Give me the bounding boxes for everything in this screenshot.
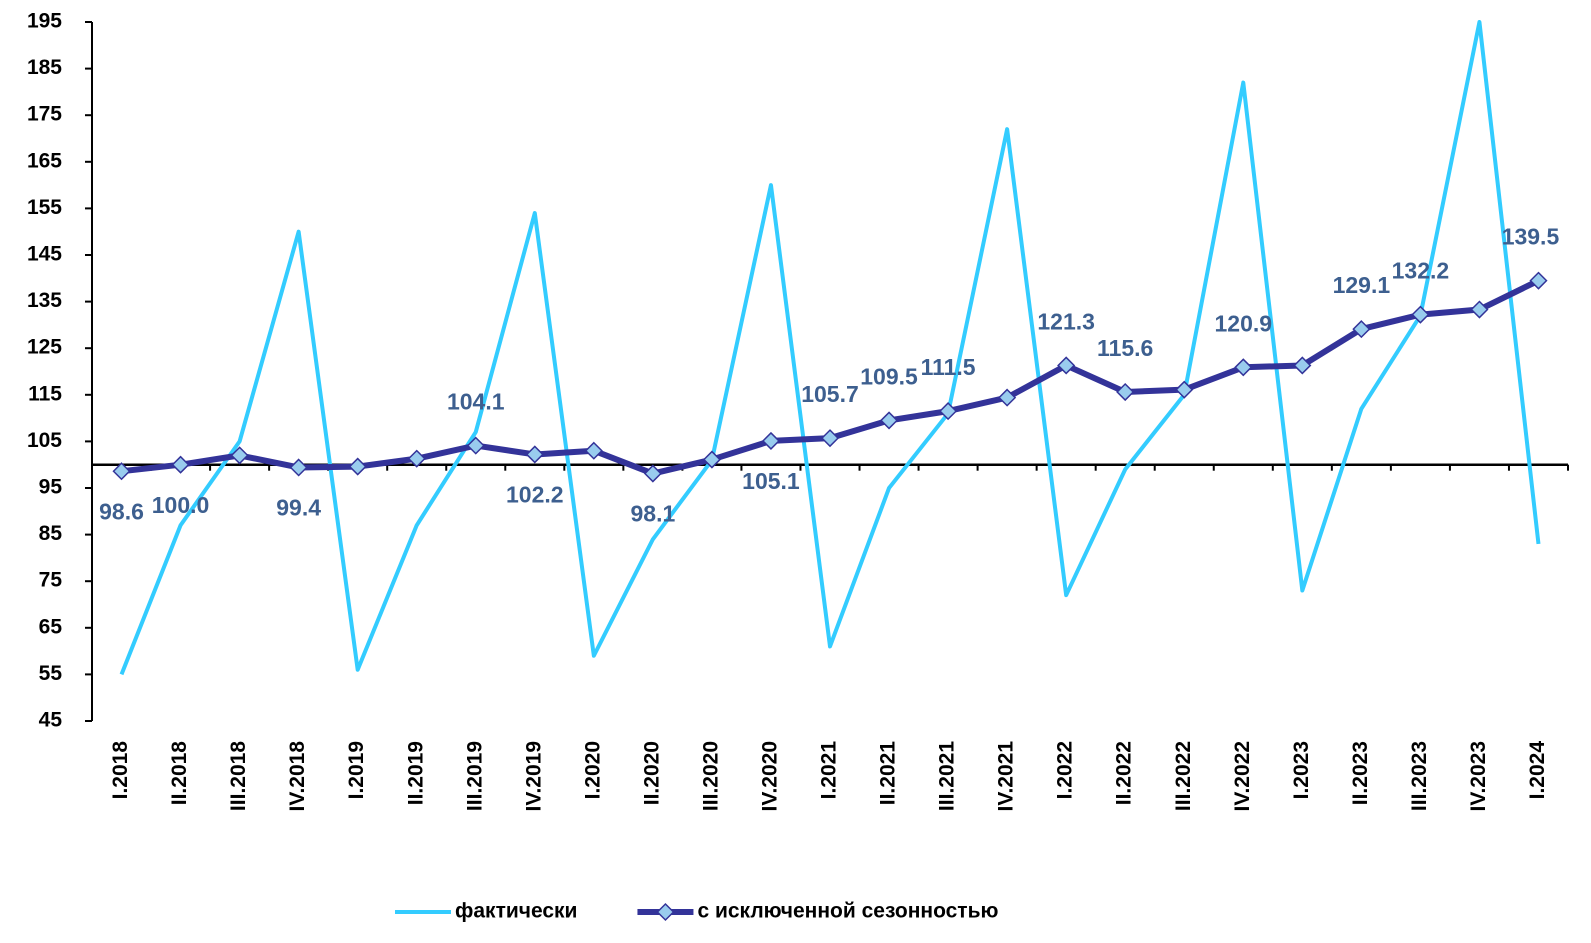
marker: [1116, 382, 1135, 402]
x-tick-label: I.2022: [1054, 741, 1077, 799]
x-tick-label: IV.2022: [1231, 741, 1254, 811]
y-tick-label: 55: [39, 662, 63, 685]
data-label: 115.6: [1097, 335, 1153, 361]
data-label: 120.9: [1214, 310, 1272, 336]
y-tick-label: 145: [27, 243, 62, 266]
x-tick-label: III.2021: [936, 741, 959, 811]
x-tick-label: IV.2021: [995, 741, 1018, 812]
marker: [230, 446, 249, 465]
y-tick-label: 135: [27, 289, 62, 312]
data-label: 99.4: [276, 495, 321, 521]
marker: [1293, 356, 1312, 375]
y-tick-label: 185: [27, 56, 62, 79]
x-tick-label: IV.2019: [522, 741, 545, 811]
marker: [112, 462, 131, 481]
x-tick-label: III.2018: [227, 741, 250, 811]
data-label: 109.5: [860, 364, 918, 390]
x-tick-label: IV.2018: [286, 741, 309, 812]
x-tick-label: III.2020: [699, 741, 722, 811]
x-tick-label: II.2023: [1349, 741, 1372, 805]
x-tick-label: II.2020: [640, 741, 663, 805]
legend-marker: [656, 902, 675, 922]
data-label: 105.7: [801, 381, 859, 407]
x-tick-label: I.2018: [109, 741, 132, 800]
legend-label: фактически: [455, 900, 577, 923]
x-tick-label: II.2021: [877, 741, 900, 806]
x-tick-label: III.2022: [1172, 741, 1195, 811]
marker: [348, 457, 367, 476]
marker: [1411, 305, 1430, 324]
data-label: 129.1: [1333, 272, 1391, 298]
marker: [820, 429, 840, 448]
data-label: 104.1: [447, 389, 505, 415]
data-label: 111.5: [921, 354, 976, 380]
x-tick-label: I.2020: [581, 741, 604, 799]
y-tick-label: 115: [28, 382, 62, 405]
data-label: 98.1: [630, 501, 675, 527]
x-tick-label: II.2018: [168, 741, 191, 806]
y-tick-label: 155: [27, 196, 62, 219]
data-label: 121.3: [1037, 309, 1095, 335]
marker: [1352, 320, 1371, 339]
y-tick-label: 195: [27, 10, 62, 33]
y-tick-label: 45: [39, 709, 63, 732]
legend-label: с исключенной сезонностью: [697, 900, 998, 923]
y-tick-label: 65: [39, 615, 63, 638]
marker: [1470, 300, 1489, 319]
data-label: 100.0: [152, 492, 210, 518]
marker: [643, 464, 662, 483]
series-line: [119, 20, 1541, 676]
y-tick-label: 105: [27, 429, 62, 452]
marker: [171, 455, 190, 474]
y-tick-label: 165: [27, 149, 62, 172]
data-label: 102.2: [506, 482, 564, 508]
marker: [584, 441, 603, 460]
y-tick-label: 75: [39, 569, 63, 592]
data-label: 139.5: [1502, 224, 1560, 250]
marker: [939, 402, 958, 421]
marker: [998, 388, 1017, 407]
y-tick-label: 175: [27, 103, 62, 126]
marker: [289, 458, 308, 477]
marker: [407, 449, 426, 468]
x-tick-label: IV.2023: [1467, 741, 1490, 811]
x-tick-label: III.2023: [1408, 741, 1431, 811]
y-tick-label: 95: [39, 476, 63, 499]
x-tick-label: III.2019: [463, 741, 486, 811]
x-tick-label: IV.2020: [759, 741, 782, 811]
marker: [525, 445, 544, 464]
marker: [466, 436, 485, 455]
marker: [879, 411, 899, 430]
data-label: 105.1: [742, 468, 800, 494]
marker: [761, 431, 781, 450]
marker: [1529, 271, 1548, 290]
y-tick-label: 85: [39, 522, 63, 545]
x-tick-label: I.2024: [1526, 741, 1549, 800]
data-label: 132.2: [1392, 258, 1450, 284]
marker: [702, 450, 721, 469]
marker: [1175, 380, 1194, 399]
x-tick-label: I.2021: [818, 741, 841, 800]
x-tick-label: II.2019: [404, 741, 427, 805]
y-tick-label: 125: [27, 336, 62, 359]
marker: [1057, 356, 1076, 375]
data-label: 98.6: [99, 498, 144, 524]
marker: [1234, 358, 1253, 377]
x-tick-label: I.2019: [345, 741, 368, 799]
x-tick-label: I.2023: [1290, 741, 1313, 799]
x-tick-label: II.2022: [1113, 741, 1136, 805]
